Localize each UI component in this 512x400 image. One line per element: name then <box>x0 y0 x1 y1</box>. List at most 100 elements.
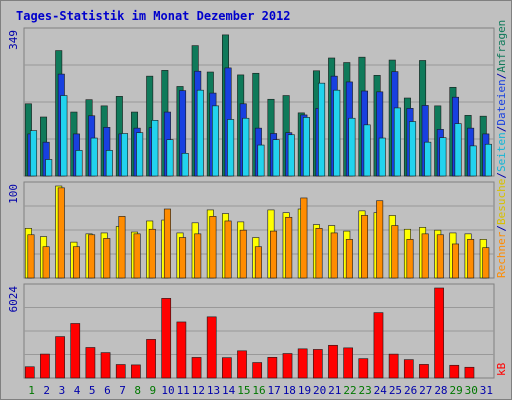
bar-rechner-31 <box>482 247 490 279</box>
bar-rechner-7 <box>118 216 126 279</box>
x-tick-label-4: 4 <box>74 384 81 397</box>
x-tick-label-9: 9 <box>150 384 157 397</box>
bar-seiten-27 <box>424 141 432 177</box>
x-tick-label-7: 7 <box>119 384 126 397</box>
legend-separator: / <box>495 225 508 232</box>
x-tick-label-31: 31 <box>480 384 493 397</box>
bar-kb-18 <box>282 353 293 379</box>
bar-seiten-19 <box>302 117 310 177</box>
bar-kb-19 <box>297 348 308 379</box>
legend-seiten: Seiten <box>495 132 508 172</box>
x-tick-label-3: 3 <box>59 384 66 397</box>
bar-kb-27 <box>419 364 429 379</box>
bar-kb-28 <box>434 287 444 379</box>
series-rechner <box>27 187 490 279</box>
bar-kb-23 <box>358 358 369 379</box>
bar-kb-21 <box>328 344 338 379</box>
bar-kb-1 <box>24 366 35 379</box>
bar-seiten-8 <box>136 132 144 177</box>
bar-seiten-17 <box>272 139 280 177</box>
x-tick-label-19: 19 <box>298 384 311 397</box>
bar-seiten-3 <box>60 95 68 177</box>
bar-kb-17 <box>267 357 278 379</box>
legend-separator: / <box>495 172 508 179</box>
bar-seiten-1 <box>30 130 38 177</box>
x-tick-label-26: 26 <box>404 384 417 397</box>
bar-seiten-4 <box>75 150 83 177</box>
bar-rechner-21 <box>330 232 338 279</box>
x-tick-label-12: 12 <box>192 384 205 397</box>
bar-rechner-19 <box>300 197 308 279</box>
bar-kb-14 <box>222 357 232 379</box>
bar-seiten-13 <box>212 105 219 177</box>
x-tick-label-22: 22 <box>343 384 356 397</box>
bar-kb-22 <box>343 347 354 379</box>
series-seiten <box>30 82 492 177</box>
bar-kb-16 <box>252 362 263 379</box>
bar-kb-26 <box>403 359 414 379</box>
legend-separator: / <box>495 73 508 80</box>
x-tick-label-18: 18 <box>283 384 296 397</box>
x-tick-label-28: 28 <box>434 384 447 397</box>
x-tick-label-25: 25 <box>389 384 402 397</box>
ymax-label-top: 349 <box>7 30 20 50</box>
bar-seiten-20 <box>318 82 326 177</box>
legend-rechner: Rechner <box>495 231 508 278</box>
bar-rechner-26 <box>406 239 414 279</box>
bar-seiten-5 <box>90 137 98 177</box>
bar-seiten-9 <box>151 120 159 177</box>
chart-title: Tages-Statistik im Monat Dezember 2012 <box>16 9 291 23</box>
x-tick-label-21: 21 <box>328 384 341 397</box>
x-tick-label-29: 29 <box>449 384 462 397</box>
bar-seiten-26 <box>409 121 417 177</box>
x-tick-label-24: 24 <box>374 384 388 397</box>
bar-rechner-29 <box>452 243 459 279</box>
x-tick-label-27: 27 <box>419 384 432 397</box>
bar-rechner-16 <box>254 246 262 279</box>
bar-kb-13 <box>206 316 217 379</box>
bar-rechner-13 <box>209 216 217 279</box>
bar-rechner-6 <box>103 238 111 279</box>
bar-rechner-9 <box>148 228 156 279</box>
panel-middle <box>23 181 495 279</box>
bar-rechner-11 <box>179 237 187 279</box>
x-tick-label-14: 14 <box>222 384 236 397</box>
ymax-label-middle: 100 <box>7 184 20 204</box>
bar-kb-5 <box>85 347 96 379</box>
bar-seiten-2 <box>45 159 53 177</box>
x-tick-label-16: 16 <box>252 384 265 397</box>
bar-seiten-16 <box>257 144 265 177</box>
bar-kb-4 <box>70 323 81 379</box>
ymax-label-bottom: 6024 <box>7 286 20 313</box>
bar-rechner-2 <box>42 246 50 279</box>
bar-rechner-18 <box>285 216 293 279</box>
bar-kb-10 <box>161 298 172 379</box>
bar-rechner-24 <box>376 200 384 279</box>
legend-dateien: Dateien <box>495 79 508 125</box>
legend-series-names: Rechner/Besuche/Seiten/Dateien/Anfragen <box>495 20 508 278</box>
bar-rechner-3 <box>57 187 65 279</box>
bar-kb-6 <box>100 352 111 379</box>
legend-anfragen: Anfragen <box>495 20 508 73</box>
bar-kb-3 <box>55 336 65 379</box>
bar-seiten-11 <box>181 153 189 177</box>
x-tick-label-6: 6 <box>104 384 111 397</box>
bar-kb-8 <box>131 364 141 379</box>
x-tick-label-11: 11 <box>177 384 190 397</box>
bar-rechner-4 <box>72 246 80 279</box>
x-tick-label-15: 15 <box>237 384 250 397</box>
bar-seiten-30 <box>469 145 477 177</box>
bar-seiten-21 <box>333 89 341 177</box>
bar-rechner-17 <box>270 230 278 279</box>
bar-seiten-29 <box>454 123 462 177</box>
legend-besuche: Besuche <box>495 179 508 225</box>
bar-rechner-25 <box>391 225 399 279</box>
x-tick-label-10: 10 <box>161 384 174 397</box>
x-tick-label-13: 13 <box>207 384 220 397</box>
bar-kb-11 <box>176 321 187 379</box>
x-tick-label-20: 20 <box>313 384 326 397</box>
bar-seiten-10 <box>166 139 174 177</box>
bar-seiten-15 <box>242 117 250 177</box>
bar-rechner-30 <box>467 239 475 279</box>
